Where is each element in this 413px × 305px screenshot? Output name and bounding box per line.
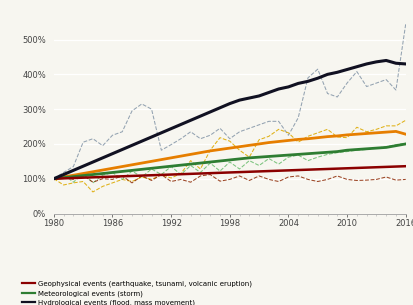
Legend: Geophysical events (earthquake, tsunami, volcanic eruption), Meteorological even: Geophysical events (earthquake, tsunami,… (22, 280, 266, 305)
